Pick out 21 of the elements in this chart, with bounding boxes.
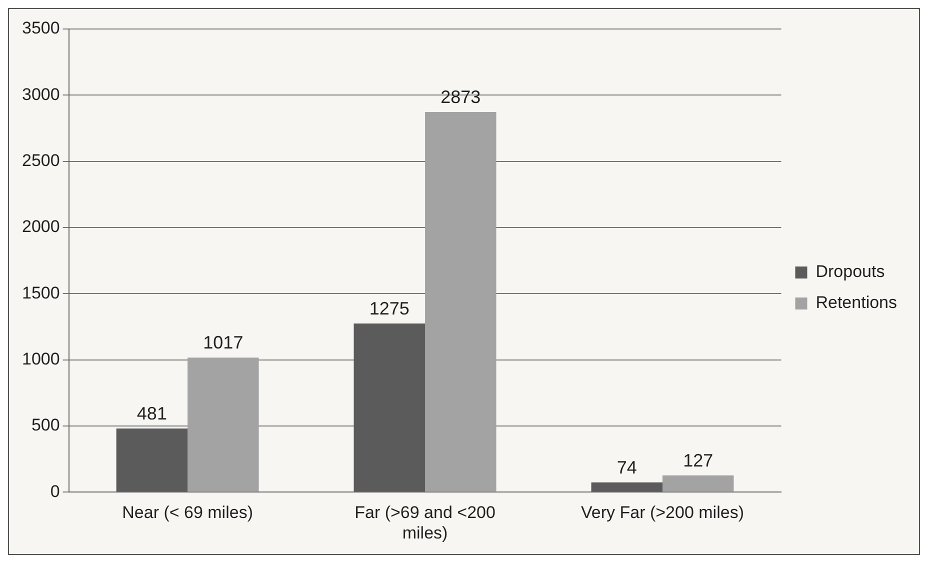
y-tick-label: 500 xyxy=(31,416,60,435)
y-tick-label: 2500 xyxy=(22,151,60,170)
y-tick-label: 1500 xyxy=(22,283,60,302)
bar xyxy=(662,475,734,492)
data-label: 1275 xyxy=(369,298,410,318)
data-label: 481 xyxy=(136,404,167,424)
x-tick-label: Very Far (>200 miles) xyxy=(581,503,744,522)
data-label: 74 xyxy=(616,457,637,478)
legend-label: Dropouts xyxy=(816,262,885,282)
data-label: 127 xyxy=(683,450,714,470)
y-tick-label: 2000 xyxy=(22,217,60,236)
y-tick-label: 3000 xyxy=(22,84,60,104)
x-tick-label: Far (>69 and <200 miles) xyxy=(354,503,496,542)
x-tick-label: Near (< 69 miles) xyxy=(122,503,253,522)
y-tick-label: 1000 xyxy=(22,350,60,369)
bar xyxy=(188,358,259,492)
data-label: 1017 xyxy=(203,332,244,353)
y-tick-label: 3500 xyxy=(22,18,60,38)
bar xyxy=(425,112,496,492)
legend-label: Retentions xyxy=(816,293,898,312)
y-tick-label: 0 xyxy=(50,482,60,501)
